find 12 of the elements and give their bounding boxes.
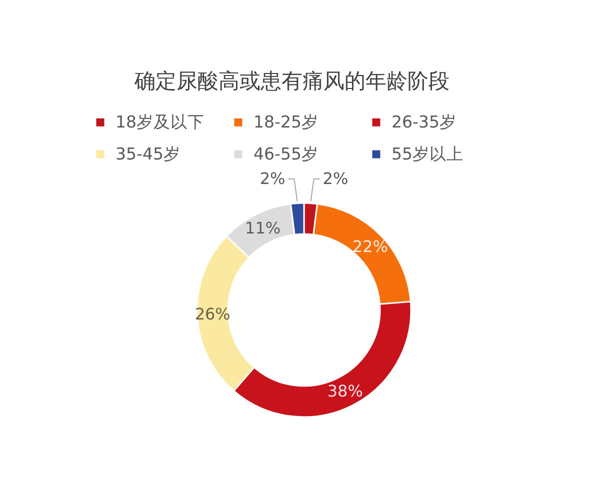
data-label: 38% xyxy=(327,382,363,401)
legend-label: 55岁以上 xyxy=(392,144,464,164)
legend-label: 26-35岁 xyxy=(392,112,456,132)
data-label: 11% xyxy=(245,218,281,238)
legend-label: 18-25岁 xyxy=(254,112,318,132)
chart-title: 确定尿酸高或患有痛风的年龄阶段 xyxy=(134,69,450,93)
data-label: 22% xyxy=(352,236,388,256)
legend-label: 46-55岁 xyxy=(254,144,318,164)
data-label: 2% xyxy=(260,169,286,188)
legend-label: 35-45岁 xyxy=(116,144,180,164)
legend-label: 18岁及以下 xyxy=(116,112,204,132)
data-label: 2% xyxy=(322,169,348,188)
